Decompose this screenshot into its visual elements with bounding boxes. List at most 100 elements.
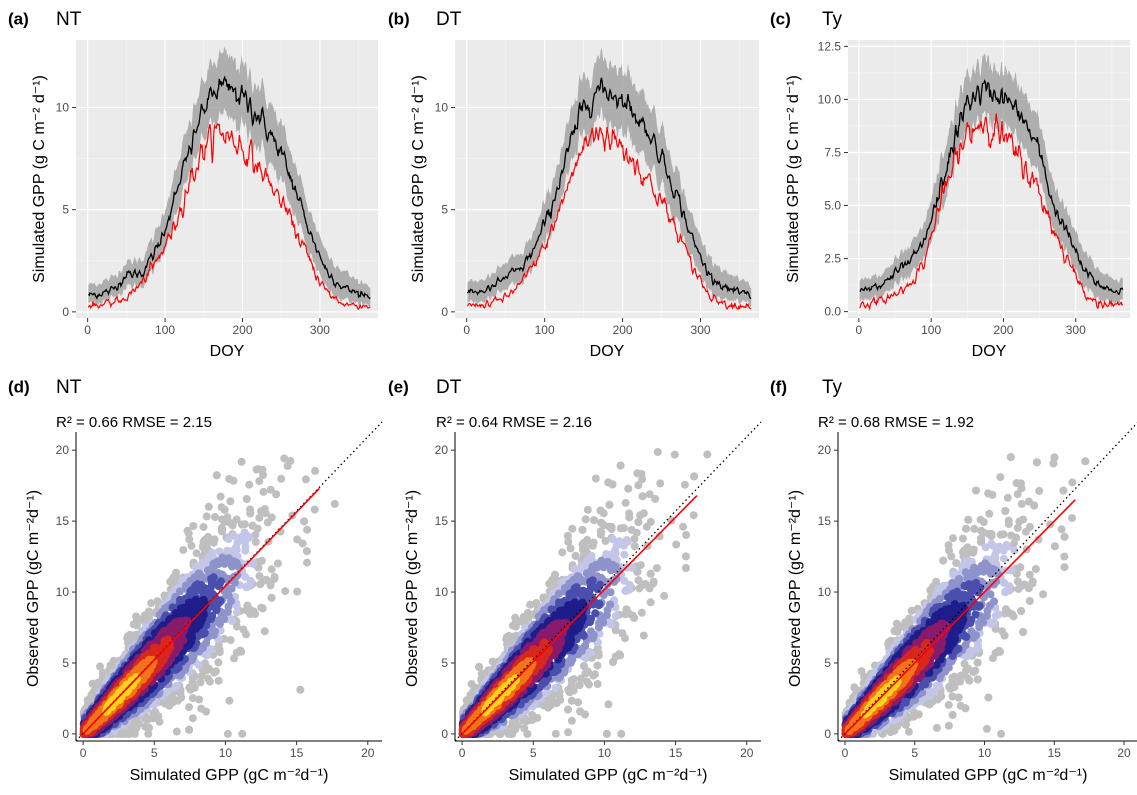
scatter-point: [563, 531, 572, 540]
x-tick-label: 15: [290, 746, 304, 760]
scatter-point: [576, 707, 585, 716]
y-tick-label: 15: [56, 514, 70, 528]
scatter-point: [300, 517, 309, 526]
scatter-point: [266, 485, 275, 494]
scatter-point: [259, 487, 268, 496]
scatter-point: [689, 511, 698, 520]
scatter-point: [528, 711, 537, 719]
scatter-point: [651, 494, 660, 503]
y-tick-label: 10: [435, 100, 449, 114]
y-axis-title: Observed GPP (gC m⁻²d⁻¹): [25, 490, 42, 687]
scatter-point: [602, 729, 611, 738]
scatter-point: [475, 662, 483, 671]
scatter-point: [630, 534, 639, 543]
scatter-point: [551, 729, 560, 738]
scatter-point: [652, 564, 661, 573]
y-tick-label: 5.0: [824, 199, 841, 213]
scatter-point: [239, 625, 248, 634]
panel-letter: (c): [770, 9, 791, 28]
scatter-point: [195, 695, 204, 704]
scatter-point: [96, 662, 104, 671]
y-tick-label: 5: [441, 203, 448, 217]
scatter-point: [599, 509, 608, 518]
scatter-point: [599, 563, 608, 572]
scatter-point: [281, 587, 290, 596]
scatter-point: [310, 505, 319, 514]
x-axis-title: Simulated GPP (gC m⁻²d⁻¹): [130, 767, 329, 784]
scatter-point: [255, 477, 264, 486]
x-tick-label: 100: [535, 323, 555, 337]
scatter-point: [581, 562, 590, 571]
scatter-point: [564, 537, 573, 546]
scatter-point: [646, 569, 655, 578]
y-axis-title: Simulated GPP (g C m⁻² d⁻¹): [410, 75, 427, 283]
scatter-point: [267, 565, 276, 574]
uncertainty-band: [88, 46, 371, 308]
scatter-points: [458, 448, 712, 738]
scatter-point: [655, 532, 664, 541]
scatter-point: [649, 577, 658, 586]
scatter-point: [587, 627, 595, 636]
scatter-point: [255, 513, 264, 522]
y-tick-label: 20: [56, 443, 70, 457]
x-tick-label: 0: [856, 323, 863, 337]
scatter-point: [188, 714, 197, 723]
scatter-point: [164, 686, 173, 695]
scatter-point: [224, 602, 233, 611]
scatter-point: [603, 606, 612, 614]
scatter-point: [256, 580, 265, 589]
scatter-point: [607, 566, 615, 575]
scatter-point: [564, 728, 573, 737]
scatter-point: [635, 584, 644, 593]
x-tick-label: 200: [613, 323, 633, 337]
scatter-point: [132, 621, 141, 630]
scatter-point: [226, 636, 235, 645]
scatter-point: [144, 729, 153, 738]
scatter-point: [188, 694, 197, 703]
scatter-point: [611, 652, 620, 661]
scatter-point: [224, 535, 233, 543]
scatter-point: [229, 476, 238, 485]
scatter-point: [638, 492, 647, 501]
scatter-point: [270, 572, 279, 581]
scatter-point: [625, 513, 634, 522]
scatter-point: [228, 562, 236, 571]
y-tick-label: 10: [56, 585, 70, 599]
scatter-point: [604, 700, 613, 709]
scatter-point: [558, 548, 567, 557]
scatter-point: [283, 462, 292, 470]
series-line-red: [87, 122, 371, 310]
panel-letter: (a): [8, 9, 29, 28]
scatter-point: [703, 450, 712, 459]
scatter-point: [214, 676, 223, 685]
panel-title: NT: [56, 9, 82, 30]
scatter-point: [220, 559, 229, 568]
scatter-point: [141, 722, 150, 731]
scatter-point: [241, 572, 250, 581]
x-tick-label: 300: [691, 323, 711, 337]
scatter-point: [301, 475, 310, 484]
panel-title: Ty: [822, 9, 843, 30]
scatter-point: [636, 511, 645, 520]
scatter-point: [567, 696, 576, 705]
scatter-point: [242, 495, 251, 503]
scatter-point: [197, 671, 206, 680]
panel-c: (c) Ty0 100 200 3000.02.55.07.510.012.5DOYSi…: [770, 9, 1130, 360]
scatter-point: [520, 724, 529, 733]
scatter-point: [243, 601, 252, 610]
scatter-point: [591, 609, 600, 618]
scatter-point: [653, 448, 662, 456]
y-tick-label: 5: [62, 203, 69, 217]
scatter-point: [680, 480, 689, 489]
scatter-point: [574, 698, 583, 707]
scatter-point: [179, 546, 188, 554]
scatter-point: [622, 605, 631, 614]
scatter-point: [581, 515, 590, 524]
y-tick-label: 12.5: [818, 39, 842, 53]
scatter-points: [79, 454, 339, 738]
scatter-point: [311, 466, 320, 475]
scatter-point: [620, 576, 629, 585]
scatter-point: [580, 662, 588, 671]
